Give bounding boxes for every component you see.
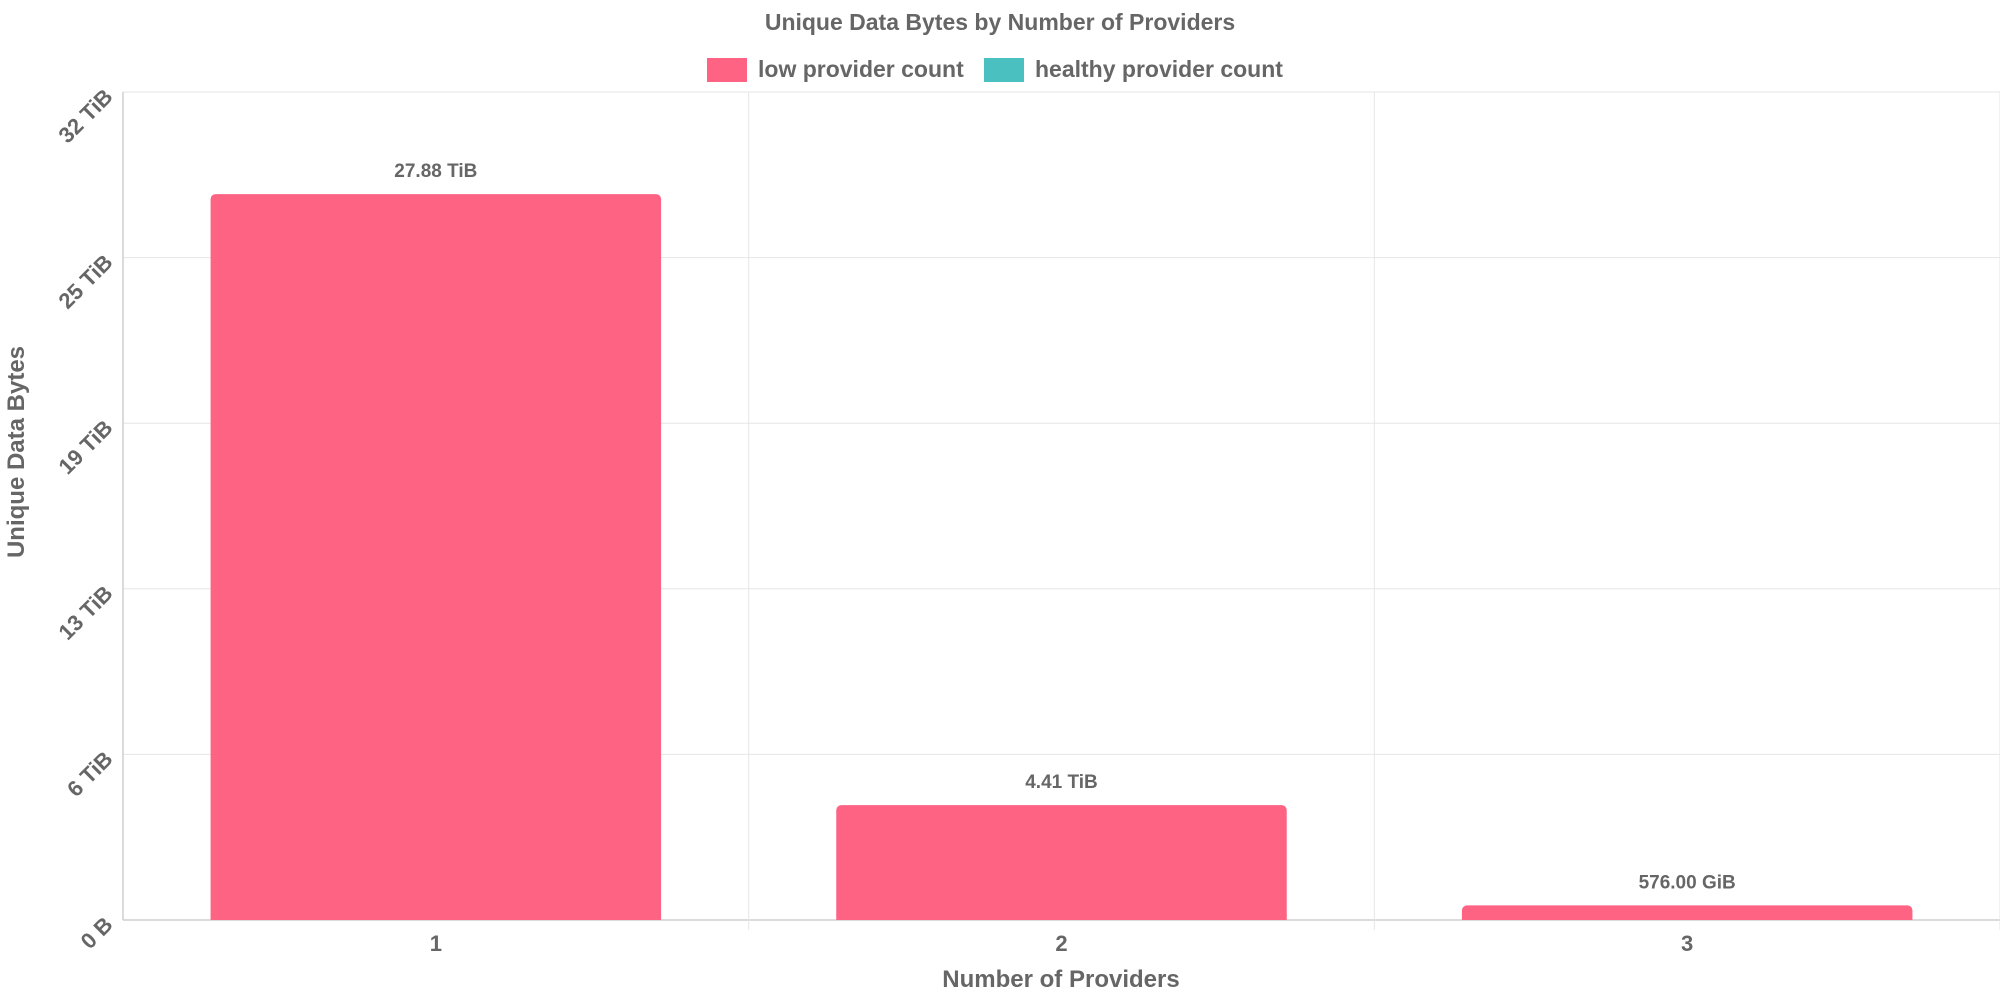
y-tick-label: 0 B [76, 912, 118, 954]
bars [210, 194, 1913, 920]
bar-base [210, 914, 662, 920]
y-tick-label: 6 TiB [62, 746, 117, 801]
legend-label: low provider count [758, 56, 964, 82]
x-tick-label: 1 [430, 931, 442, 956]
data-label: 4.41 TiB [1025, 772, 1098, 793]
bar-2[interactable] [836, 805, 1287, 920]
y-axis-ticks: 0 B 6 TiB 13 TiB 19 TiB 25 TiB 32 TiB [53, 84, 117, 954]
data-label: 27.88 TiB [394, 161, 477, 182]
data-label: 576.00 GiB [1639, 872, 1736, 893]
data-labels: 27.88 TiB 4.41 TiB 576.00 GiB [394, 161, 1735, 893]
chart-title: Unique Data Bytes by Number of Providers [765, 9, 1235, 35]
y-tick-label: 13 TiB [53, 581, 117, 645]
y-tick-label: 32 TiB [53, 84, 117, 148]
bar-base [1461, 914, 1913, 920]
x-tick-label: 3 [1681, 931, 1693, 956]
x-tick-label: 2 [1055, 931, 1067, 956]
y-axis-title: Unique Data Bytes [3, 346, 30, 558]
bar-1[interactable] [210, 194, 662, 920]
y-tick-label: 19 TiB [53, 415, 117, 479]
bar-base [836, 914, 1287, 920]
legend[interactable]: low provider count healthy provider count [707, 56, 1283, 82]
legend-swatch [984, 58, 1024, 82]
legend-item[interactable]: low provider count [707, 56, 964, 82]
x-axis-title: Number of Providers [942, 966, 1179, 993]
legend-item[interactable]: healthy provider count [984, 56, 1283, 82]
x-axis-ticks: 1 2 3 [430, 931, 1694, 956]
legend-label: healthy provider count [1035, 56, 1283, 82]
y-tick-label: 25 TiB [53, 249, 117, 313]
legend-swatch [707, 58, 747, 82]
